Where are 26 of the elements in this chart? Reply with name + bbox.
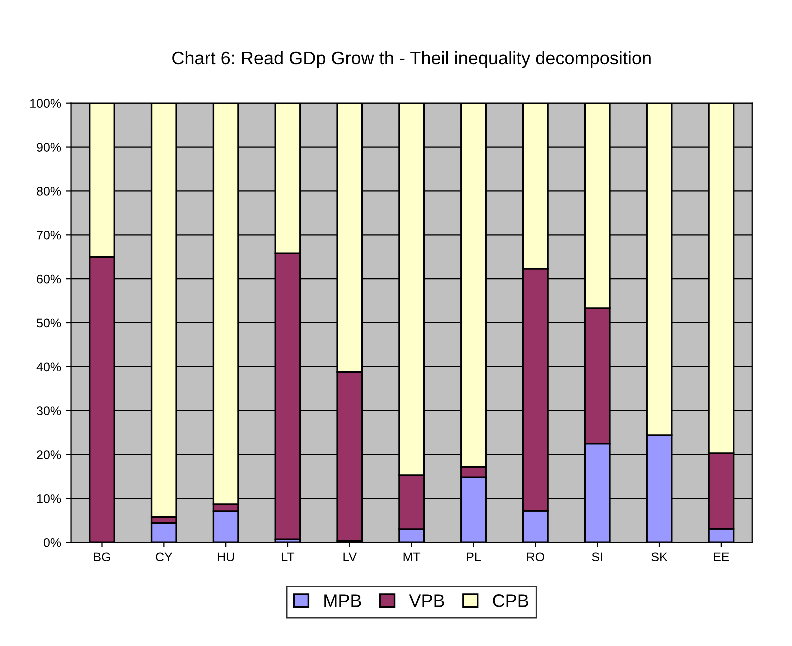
- y-tick-label: 100%: [30, 99, 62, 108]
- x-tick-label: HU: [218, 552, 234, 562]
- x-tick-label: SI: [592, 552, 602, 562]
- chart-title: Chart 6: Read GDp Grow th - Theil inequality decomposition: [172, 51, 651, 68]
- y-tick-label: 70%: [37, 230, 62, 240]
- x-tick-label: SK: [652, 552, 668, 562]
- legend-label: MPB: [324, 594, 362, 608]
- y-tick-label: 10%: [37, 494, 62, 504]
- x-tick-label: EE: [714, 552, 730, 562]
- y-tick-label: 40%: [36, 362, 62, 372]
- y-tick-label: 60%: [37, 274, 62, 284]
- y-tick-label: 0%: [44, 538, 62, 548]
- x-tick-label: PL: [467, 552, 481, 562]
- y-tick-label: 90%: [37, 143, 62, 152]
- x-tick-label: MT: [404, 552, 421, 562]
- y-tick-label: 30%: [37, 406, 62, 416]
- x-tick-label: LV: [344, 552, 358, 562]
- x-tick-label: RO: [527, 552, 544, 562]
- legend-label: VPB: [409, 594, 444, 608]
- legend-label: CPB: [493, 594, 528, 608]
- y-tick-label: 50%: [37, 318, 62, 328]
- y-tick-label: 80%: [37, 187, 62, 196]
- x-tick-label: CY: [156, 552, 173, 562]
- x-tick-label: BG: [94, 552, 110, 562]
- y-tick-label: 20%: [37, 450, 62, 460]
- x-tick-label: LT: [282, 552, 295, 562]
